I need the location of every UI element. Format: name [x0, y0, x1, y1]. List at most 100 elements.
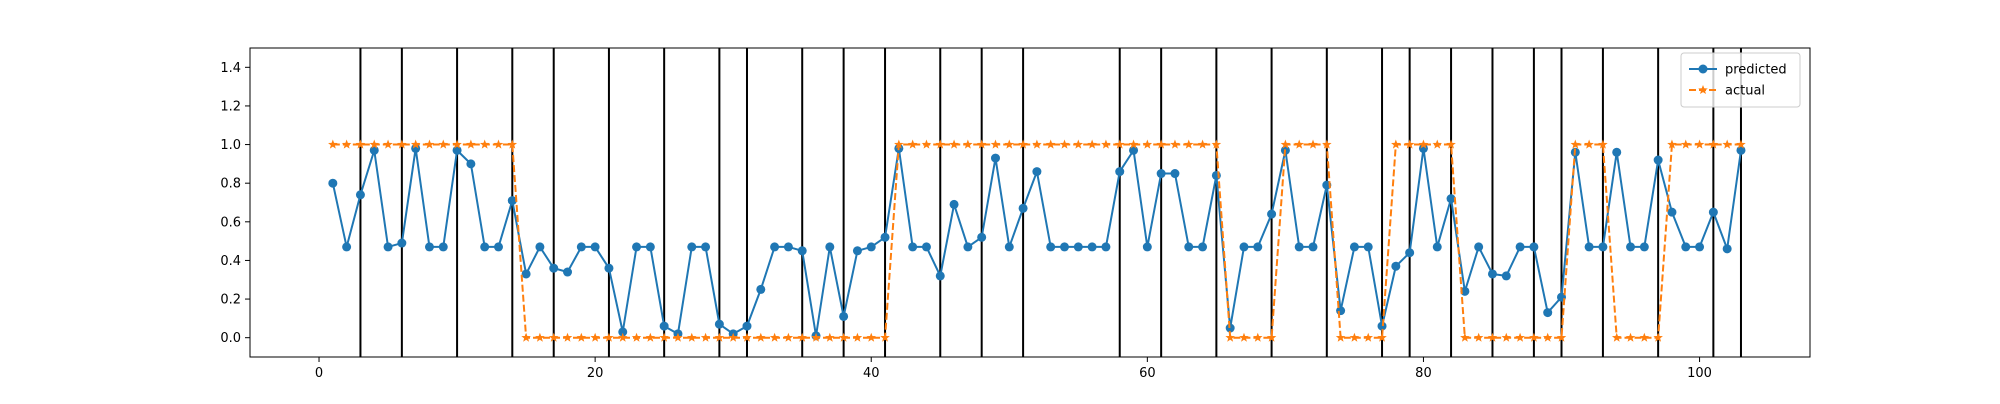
data-point-actual	[907, 139, 918, 149]
data-point-actual	[1266, 332, 1277, 342]
data-point-predicted	[1391, 261, 1401, 271]
data-point-actual	[1253, 332, 1263, 342]
data-point-actual	[1073, 139, 1084, 149]
data-point-predicted	[977, 232, 987, 242]
data-point-predicted	[687, 242, 697, 252]
data-point-actual	[1694, 139, 1705, 149]
data-point-actual	[1004, 139, 1015, 149]
data-point-actual	[645, 332, 656, 342]
data-point-actual	[1667, 139, 1677, 149]
data-point-predicted	[521, 269, 531, 279]
data-point-predicted	[328, 178, 338, 188]
data-point-actual	[1294, 139, 1304, 149]
data-point-actual	[1584, 139, 1594, 149]
data-point-actual	[424, 139, 435, 149]
data-point-actual	[1363, 332, 1373, 342]
x-tick-label: 100	[1687, 366, 1712, 381]
series-layer	[328, 139, 1746, 342]
data-point-predicted	[839, 311, 849, 321]
data-point-predicted	[1184, 242, 1194, 252]
data-point-predicted	[1115, 167, 1125, 177]
data-point-predicted	[438, 242, 448, 252]
data-point-predicted	[563, 267, 573, 277]
data-point-predicted	[1046, 242, 1056, 252]
data-point-actual	[397, 139, 407, 149]
data-point-predicted	[1446, 194, 1456, 204]
data-point-actual	[1625, 332, 1636, 342]
data-point-predicted	[1018, 203, 1028, 213]
data-point-actual	[769, 332, 780, 342]
data-point-predicted	[1253, 242, 1263, 252]
data-point-predicted	[549, 263, 559, 273]
data-point-actual	[1225, 332, 1235, 342]
data-point-actual	[1059, 139, 1070, 149]
data-point-predicted	[880, 232, 890, 242]
data-point-actual	[548, 332, 559, 342]
data-point-predicted	[1653, 155, 1663, 165]
y-axis: 0.0 0.2 0.4 0.6 0.8 1.0 1.2 1.4	[220, 61, 250, 346]
data-point-predicted	[1032, 167, 1042, 177]
data-point-predicted	[369, 145, 379, 155]
data-point-predicted	[770, 242, 780, 252]
data-point-actual	[687, 332, 697, 342]
data-point-predicted	[1487, 269, 1497, 279]
data-point-actual	[1197, 139, 1208, 149]
data-point-predicted	[1432, 242, 1442, 252]
data-point-predicted	[1515, 242, 1525, 252]
data-point-actual	[783, 332, 794, 342]
data-point-predicted	[701, 242, 711, 252]
data-point-actual	[1391, 139, 1401, 149]
y-tick-label: 0.6	[220, 215, 241, 230]
data-point-actual	[1045, 139, 1056, 149]
data-point-actual	[1377, 332, 1387, 342]
data-point-predicted	[756, 284, 766, 294]
data-point-predicted	[493, 242, 503, 252]
data-point-actual	[673, 332, 683, 342]
data-point-actual	[1473, 332, 1484, 342]
data-point-predicted	[1598, 242, 1608, 252]
data-point-predicted	[797, 246, 807, 256]
data-point-predicted	[645, 242, 655, 252]
data-point-actual	[1280, 139, 1291, 149]
data-point-actual	[838, 332, 849, 342]
y-tick-label: 0.0	[220, 331, 241, 346]
data-point-predicted	[1736, 145, 1746, 155]
data-point-predicted	[908, 242, 918, 252]
data-point-actual	[1404, 139, 1415, 149]
data-point-predicted	[1708, 207, 1718, 217]
data-point-actual	[659, 332, 669, 342]
data-point-predicted	[1639, 242, 1649, 252]
x-axis: 0 20 40 60 80 100	[315, 357, 1712, 381]
data-point-actual	[1542, 332, 1553, 342]
data-point-actual	[383, 139, 393, 149]
data-point-actual	[1736, 139, 1746, 149]
data-point-predicted	[1722, 244, 1732, 254]
series-predicted	[328, 143, 1746, 341]
data-point-actual	[1114, 139, 1125, 149]
data-point-predicted	[480, 242, 490, 252]
data-point-actual	[604, 332, 614, 342]
data-point-actual	[438, 139, 449, 149]
data-point-actual	[1487, 332, 1498, 342]
data-point-predicted	[963, 242, 973, 252]
data-point-actual	[963, 139, 973, 149]
data-point-predicted	[424, 242, 434, 252]
x-tick-label: 20	[587, 366, 604, 381]
data-point-actual	[617, 332, 628, 342]
data-point-actual	[1611, 332, 1622, 342]
data-point-predicted	[1529, 242, 1539, 252]
data-point-predicted	[1695, 242, 1705, 252]
data-point-actual	[1211, 139, 1222, 149]
data-point-actual	[1598, 139, 1608, 149]
data-point-actual	[756, 332, 766, 342]
data-point-actual	[576, 332, 587, 342]
data-point-actual	[1349, 332, 1360, 342]
data-point-actual	[1639, 332, 1650, 342]
data-point-predicted	[507, 196, 517, 206]
data-point-predicted	[618, 327, 628, 337]
data-point-actual	[1501, 332, 1512, 342]
data-point-predicted	[825, 242, 835, 252]
data-point-actual	[1722, 139, 1732, 149]
